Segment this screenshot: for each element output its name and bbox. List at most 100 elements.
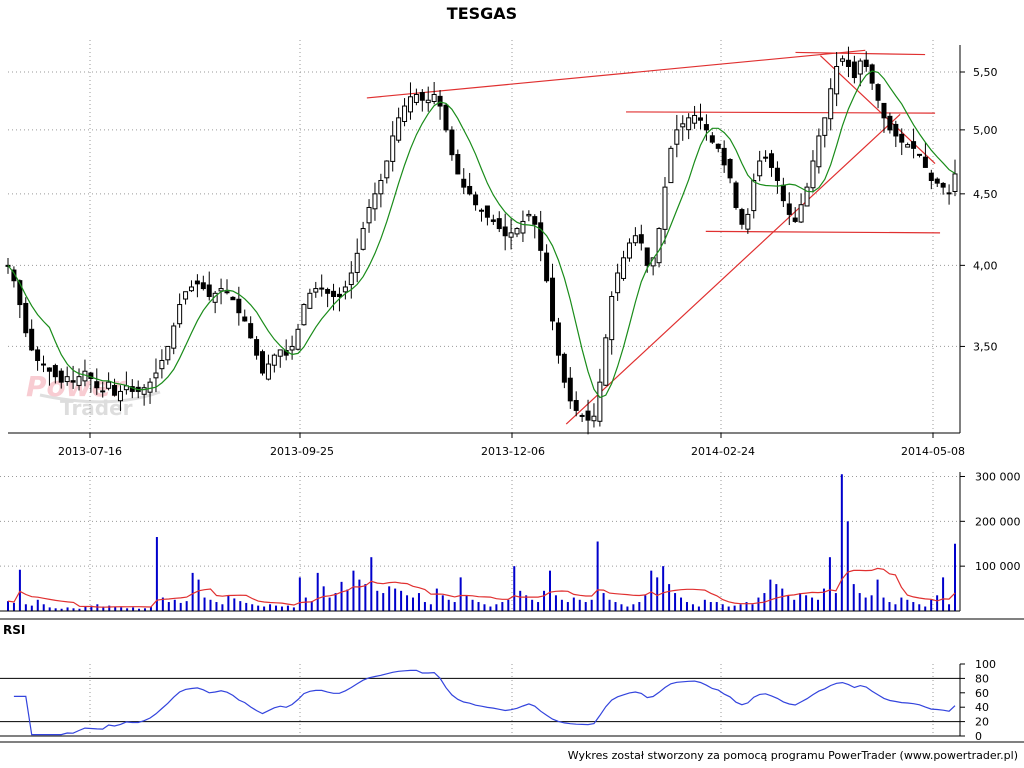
candle-body [467,185,473,195]
volume-bar [423,602,426,611]
candle [242,309,248,322]
candle-body [567,377,573,402]
volume-bar [638,602,641,611]
candle [372,182,378,221]
candle-body [585,410,591,421]
candle [295,323,301,351]
candle-body [692,114,698,124]
volume-bar [471,599,474,611]
candle [230,296,236,301]
candle [887,112,893,134]
candle-body [579,414,585,417]
candle-body [425,99,431,104]
candle [555,317,561,364]
volume-bar [322,586,325,611]
candle [863,51,869,72]
volume-bar [733,605,736,611]
candle-body [159,359,165,370]
price-gridlines [8,40,960,433]
volume-bar [531,599,534,611]
volume-bar [203,597,206,611]
volume-bar [12,602,15,611]
candle [680,115,686,141]
candle [490,214,496,225]
candle [206,271,212,301]
volume-bar [906,599,909,611]
candle [431,82,437,105]
volume-bar [376,590,379,611]
volume-bar [608,599,611,611]
volume-bar [811,597,814,611]
volume-panel: 100 000 200 000 300 000 [0,470,1021,612]
rsi-gridlines [89,664,934,736]
candle-body [881,102,887,119]
candle [348,261,354,299]
volume-bar [644,595,647,611]
candle-body [786,203,792,215]
candle-body [271,354,277,366]
volume-bar [352,570,355,611]
volume-bar [888,602,891,611]
candle [798,193,804,224]
candle-body [863,59,869,67]
volume-bar [316,572,319,611]
rsi-line [13,669,956,736]
volume-bar [209,599,212,611]
candle-body [76,376,82,386]
candle [46,367,52,386]
candle [473,191,479,211]
x-tick-label-2: 2013-12-06 [481,445,545,458]
candle [508,218,514,250]
candle-body [301,304,307,326]
candle-body [934,178,940,184]
x-tick-label-0: 2013-07-16 [58,445,122,458]
volume-bar [358,579,361,611]
volume-y-ticks: 100 000 200 000 300 000 [960,470,1021,573]
candle [153,358,159,393]
volume-bar [721,604,724,611]
candle-body [17,280,23,306]
volume-bar [543,590,546,611]
volume-bar [662,566,665,611]
candle-body [857,60,863,75]
volume-bar [656,577,659,611]
volume-bar [554,595,557,611]
volume-bar [584,602,587,611]
candle-body [153,372,159,379]
volume-bars [7,474,956,611]
candle-body [561,353,567,383]
candle [603,334,609,387]
candle [715,143,721,153]
candle [544,244,550,283]
trendline-3 [705,230,941,234]
candle [697,103,703,130]
candle-body [792,217,798,222]
volume-bar [757,597,760,611]
candle [396,107,402,143]
candle [200,275,206,291]
volume-gridlines [0,472,960,611]
candle-body [307,292,313,309]
volume-bar [155,537,158,611]
candle-body [490,219,496,222]
candle-body [94,381,100,389]
candle [774,161,780,194]
candle [727,158,733,184]
candle-body [697,117,703,121]
volume-bar [483,604,486,611]
volume-bar [668,584,671,611]
volume-bar [942,577,945,611]
volume-bar [560,599,563,611]
volume-bar [108,605,111,611]
candle [94,368,100,395]
candle [390,121,396,172]
candle-body [188,286,194,292]
candle-body [106,381,112,389]
candle [579,413,585,422]
candle-body [35,349,41,361]
rsi-y-tick-label-3: 60 [975,687,989,700]
candle-body [502,226,508,237]
candle-body [348,272,354,286]
